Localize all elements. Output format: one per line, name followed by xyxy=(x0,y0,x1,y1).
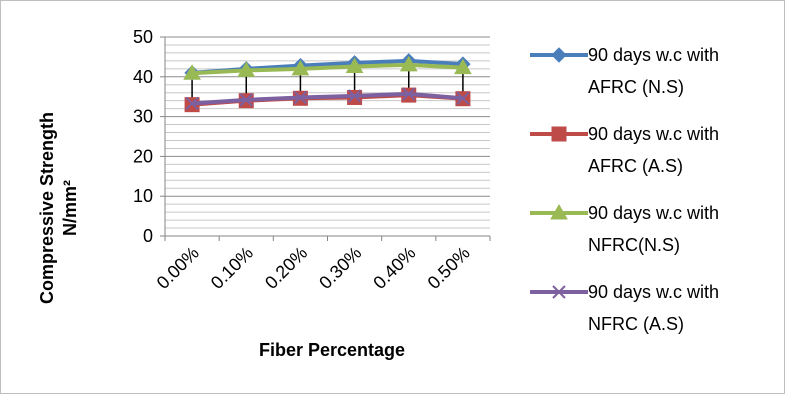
marker-stroke xyxy=(239,93,253,107)
y-tick-label: 40 xyxy=(133,67,153,87)
x-tick-label: 0.50% xyxy=(424,243,474,293)
x-tick-labels: 0.00% 0.10% 0.20% 0.30% 0.40% 0.50% xyxy=(153,243,474,293)
data-point xyxy=(185,96,199,111)
data-point xyxy=(347,89,362,103)
series-group xyxy=(183,53,472,113)
data-point xyxy=(454,58,472,75)
y-tick-label: 30 xyxy=(133,107,153,127)
legend-marker xyxy=(551,126,567,142)
series-line xyxy=(191,91,464,106)
y-tick-labels: 0 10 20 30 40 50 xyxy=(133,27,153,246)
legend-label: 90 days w.c with xyxy=(588,124,719,144)
data-point xyxy=(237,61,256,77)
x-tick-label: 0.40% xyxy=(369,243,419,293)
legend-label: AFRC (A.S) xyxy=(588,156,683,176)
legend-item-2: 90 days w.c with AFRC (A.S) xyxy=(530,124,719,176)
marker-stroke xyxy=(293,90,308,105)
axes xyxy=(160,36,491,241)
y-tick-label: 20 xyxy=(133,146,153,166)
y-tick-label: 10 xyxy=(133,186,153,206)
legend-label: AFRC (N.S) xyxy=(588,77,684,97)
legend-label: 90 days w.c with xyxy=(588,282,719,302)
legend-item-4: 90 days w.c with NFRC (A.S) xyxy=(530,282,719,334)
data-point xyxy=(345,57,364,73)
y-tick-label: 50 xyxy=(133,27,153,47)
data-point xyxy=(239,93,253,107)
legend-label: 90 days w.c with xyxy=(588,45,719,65)
series-3 xyxy=(183,55,472,80)
x-tick-label: 0.10% xyxy=(207,243,257,293)
marker-stroke xyxy=(456,91,470,105)
data-point xyxy=(291,59,310,76)
y-tick-label: 0 xyxy=(143,226,153,246)
legend-marker xyxy=(551,47,567,63)
legend-label: NFRC (A.S) xyxy=(588,314,684,334)
data-point xyxy=(293,90,308,105)
marker-stroke xyxy=(185,96,199,111)
y-axis-title-line-1: Compressive Strength xyxy=(37,112,57,304)
legend-marker xyxy=(550,203,568,220)
legend-label: 90 days w.c with xyxy=(588,203,719,223)
marker-stroke xyxy=(402,87,416,101)
x-tick-label: 0.00% xyxy=(153,243,203,293)
series-4 xyxy=(185,87,470,111)
x-tick-label: 0.20% xyxy=(261,243,311,293)
data-point xyxy=(183,64,201,80)
series-line xyxy=(191,62,464,76)
legend-item-1: 90 days w.c with AFRC (N.S) xyxy=(530,45,719,97)
marker-stroke xyxy=(552,285,566,299)
data-point xyxy=(399,55,418,72)
data-point xyxy=(402,87,416,101)
legend-label: NFRC(N.S) xyxy=(588,235,680,255)
x-axis-title: Fiber Percentage xyxy=(259,340,405,360)
legend-item-3: 90 days w.c with NFRC(N.S) xyxy=(530,203,719,255)
data-point xyxy=(456,91,470,105)
y-axis-title-line-2: N/mm² xyxy=(60,180,80,236)
marker-stroke xyxy=(347,89,362,103)
legend-marker xyxy=(552,285,566,299)
x-tick-label: 0.30% xyxy=(315,243,365,293)
